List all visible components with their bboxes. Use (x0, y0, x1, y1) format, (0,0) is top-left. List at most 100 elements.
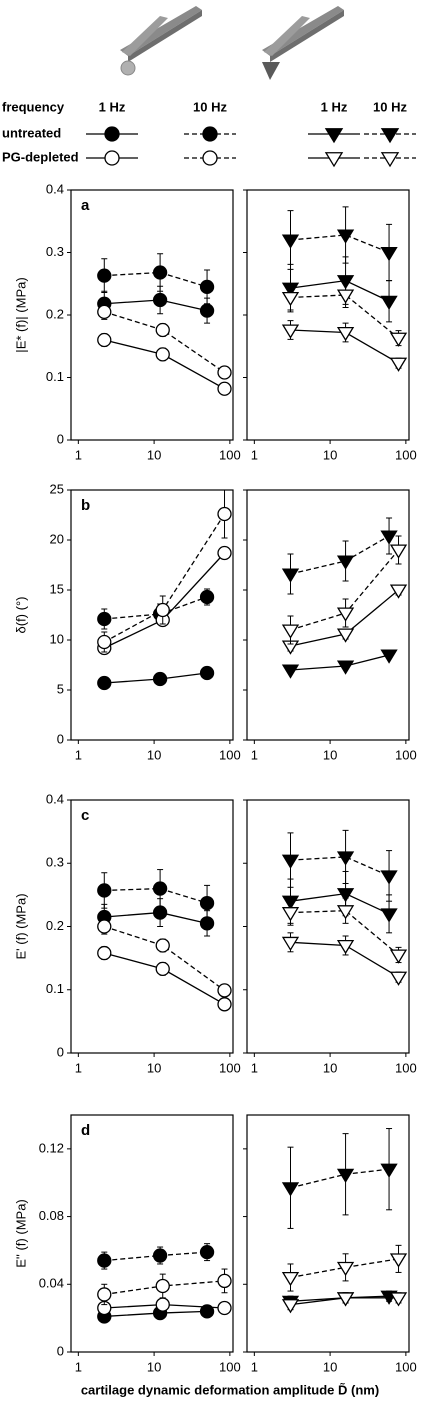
marker (217, 381, 232, 396)
y-tick-label: 0.2 (46, 306, 64, 321)
series-line (290, 910, 399, 956)
marker (199, 665, 215, 681)
legend-column: 1 Hz (321, 99, 348, 114)
marker (380, 295, 398, 310)
marker (380, 530, 398, 545)
series-line (290, 535, 390, 575)
panel-letter: b (81, 497, 90, 514)
marker (336, 888, 355, 903)
marker (152, 881, 168, 896)
marker (97, 945, 112, 961)
marker (97, 883, 112, 898)
x-tick-label: 1 (75, 447, 82, 462)
pyramid-cantilever (262, 6, 344, 80)
marker (217, 365, 232, 380)
x-tick-label: 10 (323, 447, 337, 462)
marker (97, 304, 112, 320)
x-tick-label: 10 (323, 747, 337, 762)
marker (155, 1278, 170, 1294)
series-line (290, 856, 390, 877)
plot-frame (246, 489, 410, 741)
x-axis-label: cartilage dynamic deformation amplitude … (81, 1382, 379, 1397)
x-tick-label: 1 (251, 447, 258, 462)
x-tick-label: 100 (219, 1359, 241, 1374)
marker (281, 1271, 300, 1287)
marker (281, 234, 300, 249)
marker (336, 939, 355, 955)
y-tick-label: 0 (57, 1343, 64, 1358)
marker (152, 265, 168, 280)
y-tick-label: 0 (57, 431, 64, 446)
marker (152, 905, 168, 920)
marker (97, 634, 112, 650)
x-tick-label: 10 (147, 1359, 161, 1374)
marker (199, 589, 215, 605)
y-tick-label: 0.3 (46, 244, 64, 259)
marker (97, 332, 112, 348)
y-tick-label: 0.1 (46, 369, 64, 384)
marker (336, 289, 355, 304)
marker (389, 1292, 408, 1307)
marker (217, 1273, 232, 1289)
marker (97, 675, 112, 691)
series-line (104, 271, 208, 288)
marker (199, 1244, 215, 1260)
marker (281, 854, 300, 869)
y-axis-label: E'' (f) (MPa) (13, 1199, 28, 1268)
marker (217, 983, 232, 998)
y-axis-label: δ(f) (°) (13, 597, 28, 634)
marker (380, 246, 398, 262)
legend-column: 10 Hz (193, 99, 227, 114)
y-tick-label: 0 (57, 731, 64, 746)
x-tick-label: 100 (219, 447, 241, 462)
marker (97, 268, 112, 283)
y-tick-label: 20 (50, 531, 64, 546)
marker (380, 1163, 398, 1178)
marker (389, 584, 408, 599)
y-tick-label: 0 (57, 1044, 64, 1059)
marker (199, 895, 215, 911)
marker (281, 664, 300, 679)
marker (104, 126, 120, 142)
plot-frame (70, 1114, 234, 1353)
marker (380, 908, 398, 923)
marker (336, 660, 355, 675)
sphere-cantilever (120, 6, 202, 76)
y-tick-label: 0.3 (46, 855, 64, 870)
marker (380, 152, 400, 168)
marker (281, 1299, 300, 1314)
legend-header: frequency (2, 99, 65, 114)
y-tick-label: 0.2 (46, 918, 64, 933)
marker (336, 1261, 355, 1277)
marker (281, 291, 300, 307)
y-tick-label: 0.4 (46, 181, 64, 196)
marker (97, 1253, 112, 1268)
x-tick-label: 1 (251, 1060, 258, 1075)
x-tick-label: 100 (219, 1060, 241, 1075)
marker (336, 905, 355, 920)
x-tick-label: 1 (75, 1359, 82, 1374)
plot-frame (246, 1114, 410, 1353)
y-tick-label: 0.1 (46, 981, 64, 996)
marker (380, 870, 398, 885)
marker (336, 275, 355, 290)
x-tick-label: 100 (395, 1359, 417, 1374)
marker (97, 611, 112, 627)
marker (217, 545, 232, 561)
legend-column: 10 Hz (373, 99, 407, 114)
marker (152, 1248, 168, 1263)
panel-letter: a (81, 197, 90, 214)
x-tick-label: 10 (147, 747, 161, 762)
marker (155, 1297, 170, 1312)
marker (199, 303, 215, 318)
x-tick-label: 10 (323, 1359, 337, 1374)
x-tick-label: 10 (147, 447, 161, 462)
marker (97, 1287, 112, 1302)
y-tick-label: 0.4 (46, 791, 64, 806)
marker (155, 602, 170, 618)
plot-frame (246, 189, 410, 441)
marker (336, 851, 355, 866)
marker (202, 126, 218, 142)
y-tick-label: 15 (50, 581, 64, 596)
marker (281, 936, 300, 952)
